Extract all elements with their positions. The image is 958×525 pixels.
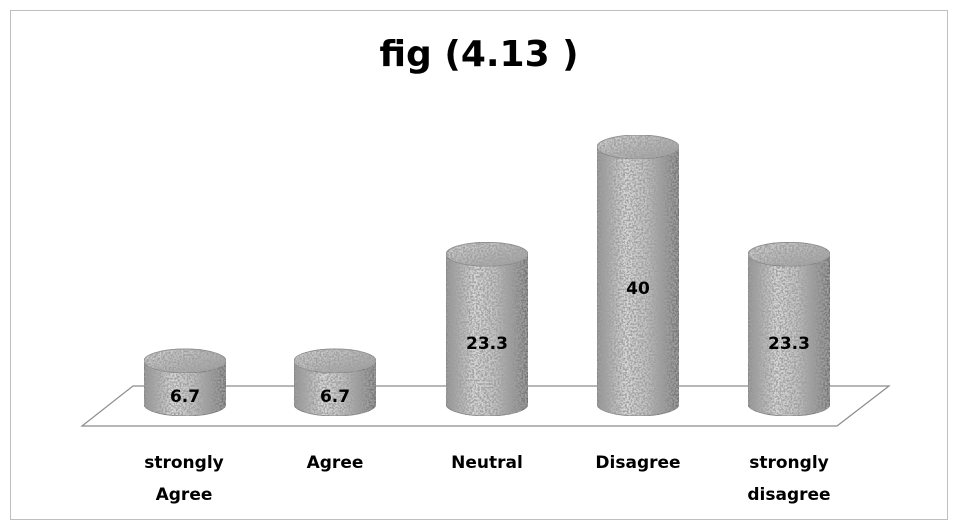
category-label: Neutral [451, 453, 523, 473]
bar-top [445, 241, 529, 267]
bar [596, 134, 680, 417]
data-label: 23.3 [466, 334, 508, 354]
bars-layer [143, 134, 831, 417]
data-label: 23.3 [768, 334, 810, 354]
bar-top [747, 241, 831, 267]
bar-body [596, 146, 680, 417]
data-label: 40 [626, 279, 650, 299]
category-label: Agree [156, 485, 213, 505]
category-label: strongly [749, 453, 829, 473]
bar-body [293, 360, 377, 417]
category-label: Disagree [595, 453, 680, 473]
chart-title: fig (4.13 ) [379, 34, 579, 75]
bar-body [445, 253, 529, 417]
data-label: 6.7 [170, 387, 200, 407]
data-label: 6.7 [320, 387, 350, 407]
bar [293, 348, 377, 417]
bar-top [596, 134, 680, 160]
bar-body [747, 253, 831, 417]
category-label: strongly [144, 453, 224, 473]
bar [143, 348, 227, 417]
category-label: disagree [747, 485, 830, 505]
bar-body [143, 360, 227, 417]
labels-layer: 6.7 strongly Agree 6.7 Agree 23.3 Neutral 40 Dis… [144, 279, 830, 505]
bar-top [143, 348, 227, 374]
bar [747, 241, 831, 417]
bar [445, 241, 529, 417]
bar-top [293, 348, 377, 374]
category-label: Agree [307, 453, 364, 473]
